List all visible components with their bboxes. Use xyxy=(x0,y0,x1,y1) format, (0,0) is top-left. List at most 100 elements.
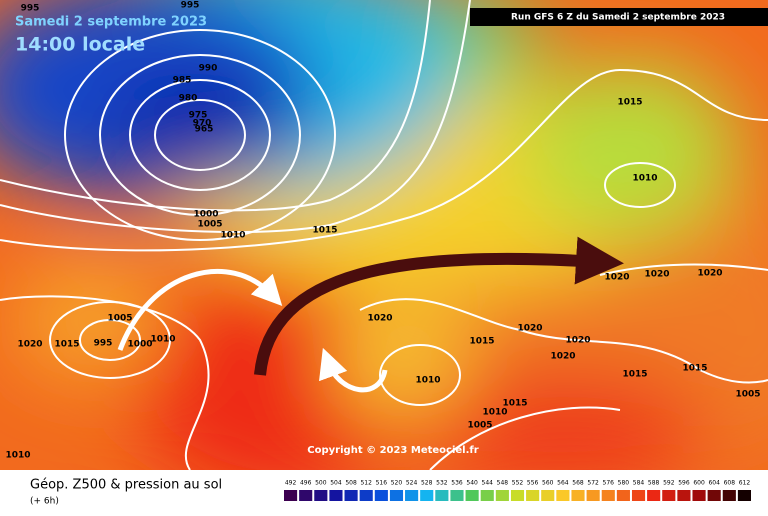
isobar-label: 1020 xyxy=(517,324,542,334)
white-arrow xyxy=(319,347,388,393)
scale-label: 592 xyxy=(663,480,675,487)
isobar-label: 1000 xyxy=(127,340,152,350)
isobar-label: 1020 xyxy=(604,273,629,283)
isobar-label: 1010 xyxy=(482,408,507,418)
isobar-label: 1005 xyxy=(467,421,492,431)
run-banner xyxy=(470,8,768,26)
scale-label: 588 xyxy=(648,480,660,487)
isobar-label: 1020 xyxy=(17,340,42,350)
scale-label: 596 xyxy=(678,480,690,487)
scale-swatch xyxy=(374,490,388,501)
scale-swatch xyxy=(737,490,751,501)
scale-swatch xyxy=(480,490,494,501)
isobar-label: 1000 xyxy=(193,210,218,220)
scale-label: 600 xyxy=(693,480,705,487)
scale-swatch xyxy=(601,490,615,501)
isobar-label: 1020 xyxy=(644,270,669,280)
scale-swatch xyxy=(692,490,706,501)
isobar-label: 975 xyxy=(189,111,208,121)
scale-swatch xyxy=(662,490,676,501)
scale-label: 532 xyxy=(436,480,448,487)
scale-label: 576 xyxy=(603,480,615,487)
scale-swatch xyxy=(344,490,358,501)
scale-swatch xyxy=(677,490,691,501)
isobar-label: 1015 xyxy=(622,370,647,380)
isobar-label: 995 xyxy=(94,339,113,349)
isobar-label: 1010 xyxy=(5,451,30,461)
isobar-label: 1005 xyxy=(735,390,760,400)
isobar-label: 1020 xyxy=(697,269,722,279)
main-arrow xyxy=(254,236,624,376)
isobar-label: 965 xyxy=(195,125,214,135)
scale-swatch xyxy=(359,490,373,501)
scale-swatch xyxy=(556,490,570,501)
scale-swatch xyxy=(586,490,600,501)
date-label: Samedi 2 septembre 2023 xyxy=(15,15,207,30)
isobar-label: 1020 xyxy=(550,352,575,362)
footer-subtitle: (+ 6h) xyxy=(30,497,59,507)
scale-label: 552 xyxy=(512,480,524,487)
scale-label: 492 xyxy=(285,480,297,487)
scale-label: 504 xyxy=(330,480,342,487)
scale-label: 608 xyxy=(724,480,736,487)
scale-label: 568 xyxy=(572,480,584,487)
isobar-label: 1005 xyxy=(197,220,222,230)
scale-label: 536 xyxy=(451,480,463,487)
scale-swatch xyxy=(299,490,313,501)
copyright: Copyright © 2023 Meteociel.fr xyxy=(307,445,478,456)
isobar-label: 990 xyxy=(199,64,218,74)
scale-swatch xyxy=(571,490,585,501)
scale-swatch xyxy=(616,490,630,501)
scale-swatch xyxy=(284,490,298,501)
scale-label: 500 xyxy=(315,480,327,487)
run-label: Run GFS 6 Z du Samedi 2 septembre 2023 xyxy=(511,13,725,23)
isobar-label: 1015 xyxy=(312,226,337,236)
scale-swatch xyxy=(647,490,661,501)
isobar-label: 1015 xyxy=(54,340,79,350)
scale-label: 508 xyxy=(345,480,357,487)
scale-label: 612 xyxy=(739,480,751,487)
scale-label: 540 xyxy=(466,480,478,487)
time-label: 14:00 locale xyxy=(15,34,145,56)
scale-swatch xyxy=(465,490,479,501)
scale-label: 556 xyxy=(527,480,539,487)
isobar-label: 995 xyxy=(21,4,40,14)
isobar-label: 1005 xyxy=(107,314,132,324)
isobar-label: 1015 xyxy=(682,364,707,374)
scale-label: 512 xyxy=(360,480,372,487)
isobar-label: 970 xyxy=(193,119,212,129)
white-arrow xyxy=(117,269,283,351)
scale-label: 584 xyxy=(633,480,645,487)
scale-swatch xyxy=(510,490,525,501)
scale-swatch xyxy=(495,490,509,501)
scale-swatch xyxy=(450,490,464,501)
scale-label: 564 xyxy=(557,480,569,487)
scale-swatch xyxy=(526,490,540,501)
scale-label: 520 xyxy=(391,480,403,487)
scale-swatch xyxy=(435,490,449,501)
scale-label: 496 xyxy=(300,480,312,487)
scale-label: 560 xyxy=(542,480,554,487)
scale-swatch xyxy=(389,490,404,501)
isobar-label: 1010 xyxy=(415,376,440,386)
scale-label: 544 xyxy=(482,480,494,487)
isobar-label: 1010 xyxy=(220,231,245,241)
scale-label: 580 xyxy=(618,480,630,487)
scale-swatch xyxy=(707,490,721,501)
isobar-label: 1015 xyxy=(617,98,642,108)
isobar-label: 995 xyxy=(181,1,200,11)
scale-swatch xyxy=(405,490,419,501)
scale-label: 548 xyxy=(497,480,509,487)
scale-swatch xyxy=(314,490,328,501)
scale-swatch xyxy=(420,490,434,501)
isobar-label: 980 xyxy=(179,94,198,104)
scale-swatch xyxy=(631,490,646,501)
scale-label: 604 xyxy=(708,480,720,487)
isobars xyxy=(0,0,768,470)
isobar-label: 1015 xyxy=(502,399,527,409)
scale-label: 516 xyxy=(376,480,388,487)
isobar-label: 985 xyxy=(173,76,192,86)
color-scale: 492 496 500 504 508 512 516 520 524 528 532 536 540 5… xyxy=(284,480,751,501)
